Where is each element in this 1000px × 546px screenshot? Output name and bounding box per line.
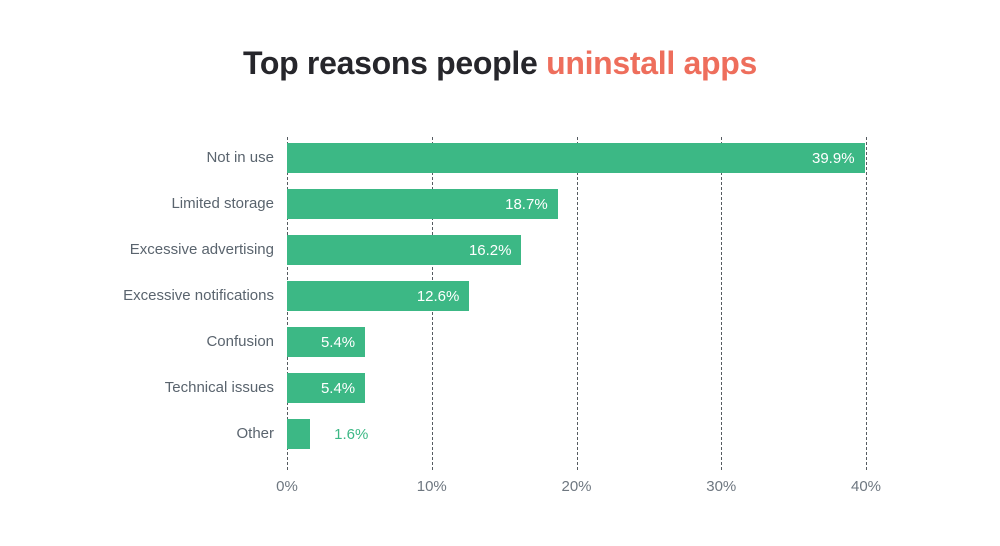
category-label: Technical issues [164, 379, 274, 396]
value-label: 39.9% [812, 149, 855, 167]
gridline [866, 137, 867, 470]
category-label: Other [236, 425, 274, 442]
value-label: 18.7% [505, 195, 548, 213]
category-label: Excessive notifications [123, 287, 274, 304]
value-label: 1.6% [334, 425, 369, 443]
gridline [721, 137, 723, 470]
bar: 12.6% [287, 281, 470, 311]
bar-row: 1.6% [287, 419, 866, 449]
category-label: Confusion [206, 333, 274, 350]
bar: 39.9% [287, 143, 865, 173]
value-label: 5.4% [320, 379, 356, 397]
bar: 5.4% [287, 373, 366, 403]
category-label: Excessive advertising [129, 241, 274, 258]
x-tick-label: 0% [276, 478, 298, 495]
category-labels: Not in use Limited storage Excessive adver… [0, 143, 274, 449]
x-tick-label: 10% [416, 478, 447, 495]
bar [287, 419, 311, 449]
chart-title: Top reasons people uninstall apps [0, 45, 1000, 82]
category-label: Not in use [206, 149, 274, 166]
value-label: 5.4% [320, 333, 356, 351]
value-label: 12.6% [416, 287, 460, 305]
chart-title-highlight: uninstall apps [546, 45, 758, 81]
bar: 5.4% [287, 327, 366, 357]
bar-rows: 39.9% 18.7% 16.2% 12.6% 5.4% 5.4% 1.6% [287, 143, 866, 449]
bar: 18.7% [287, 189, 558, 219]
x-tick-label: 40% [850, 478, 882, 495]
bar-row: 5.4% [287, 373, 866, 403]
bar-row: 5.4% [287, 327, 866, 357]
bar-row: 16.2% [287, 235, 866, 265]
x-tick-label: 20% [561, 478, 592, 495]
category-label: Limited storage [171, 195, 274, 212]
gridline [576, 137, 578, 470]
chart-title-prefix: Top reasons people [242, 45, 547, 81]
bar-row: 39.9% [287, 143, 866, 173]
bar-row: 12.6% [287, 281, 866, 311]
value-label: 16.2% [468, 241, 512, 259]
bar: 16.2% [287, 235, 522, 265]
x-axis-tick-labels: 0% 10% 20% 30% 40% [276, 478, 881, 498]
bar-row: 18.7% [287, 189, 866, 219]
x-tick-label: 30% [706, 478, 737, 495]
